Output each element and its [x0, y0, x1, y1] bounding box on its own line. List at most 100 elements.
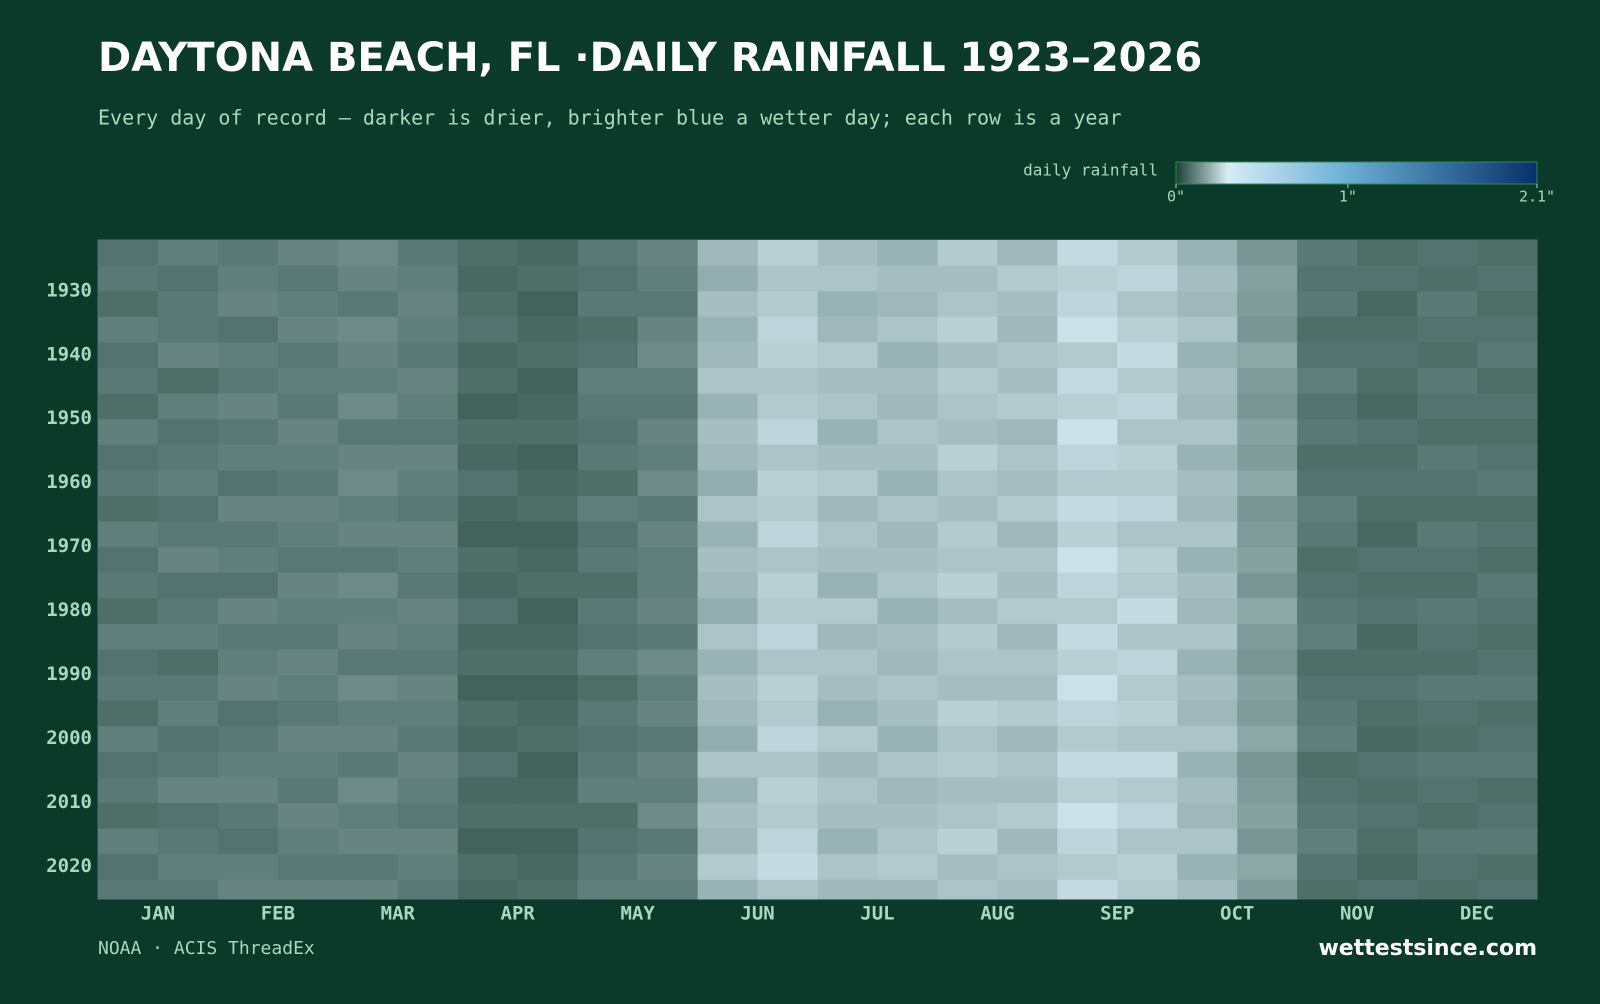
cell	[1177, 393, 1238, 420]
cell	[517, 598, 579, 625]
cell	[937, 444, 998, 471]
cell	[1057, 598, 1118, 625]
cell	[1417, 470, 1478, 497]
cell	[457, 240, 519, 267]
cell	[877, 649, 938, 676]
cell	[517, 879, 579, 900]
cell	[1297, 291, 1358, 318]
cell	[1177, 700, 1238, 727]
cell	[277, 700, 339, 727]
cell	[157, 291, 219, 318]
cell	[397, 649, 459, 676]
y-tick-label: 1970	[46, 535, 92, 557]
cell	[397, 854, 459, 881]
cell	[937, 521, 998, 548]
cell	[877, 726, 938, 753]
cell	[997, 444, 1058, 471]
cell	[757, 316, 818, 343]
cell	[1057, 675, 1118, 702]
cell	[517, 777, 579, 804]
cell	[937, 495, 998, 523]
cell	[637, 495, 699, 523]
cell	[1477, 649, 1538, 676]
cell	[1297, 726, 1358, 753]
cell	[1417, 623, 1478, 650]
cell	[277, 777, 339, 804]
cell	[577, 342, 639, 369]
cell	[757, 470, 818, 497]
cell	[877, 240, 938, 267]
y-tick-label: 1980	[46, 599, 92, 621]
cell	[1177, 623, 1238, 650]
cell	[1057, 803, 1118, 830]
cell	[157, 828, 219, 855]
cell	[697, 675, 759, 702]
cell	[1117, 393, 1178, 420]
cell	[397, 470, 459, 497]
cell	[997, 495, 1058, 523]
cell	[637, 675, 699, 702]
cell	[1057, 495, 1118, 523]
cell	[1117, 470, 1178, 497]
cell	[577, 521, 639, 548]
cell	[277, 854, 339, 881]
cell	[1357, 803, 1418, 830]
cell	[337, 316, 399, 343]
cell	[217, 240, 279, 267]
cell	[1117, 675, 1178, 702]
cell	[1057, 879, 1118, 900]
cell	[157, 649, 219, 676]
cell	[937, 854, 998, 881]
cell	[217, 675, 279, 702]
cell	[277, 470, 339, 497]
cell	[997, 419, 1058, 446]
cell	[1237, 598, 1298, 625]
cell	[577, 777, 639, 804]
cell	[337, 419, 399, 446]
cell	[937, 675, 998, 702]
cell	[517, 240, 579, 267]
cell	[697, 751, 759, 778]
cell	[1057, 393, 1118, 420]
cell	[1057, 419, 1118, 446]
cell	[577, 240, 639, 267]
cell	[157, 777, 219, 804]
cell	[1417, 265, 1478, 292]
cell	[457, 623, 519, 650]
cell	[877, 265, 938, 292]
cell	[1417, 879, 1478, 900]
cell	[997, 342, 1058, 369]
cell	[1057, 291, 1118, 318]
cell	[877, 751, 938, 778]
cell	[997, 854, 1058, 881]
cell	[757, 726, 818, 753]
cell	[1177, 291, 1238, 318]
cell	[1237, 265, 1298, 292]
cell	[637, 393, 699, 420]
cell	[1177, 854, 1238, 881]
cell	[1477, 547, 1538, 574]
cell	[397, 495, 459, 523]
cell	[1177, 265, 1238, 292]
cell	[217, 649, 279, 676]
cell	[1477, 342, 1538, 369]
cell	[397, 547, 459, 574]
cell	[1357, 240, 1418, 267]
cell	[217, 444, 279, 471]
cell	[98, 751, 159, 778]
cell	[757, 700, 818, 727]
cell	[577, 828, 639, 855]
cell	[277, 751, 339, 778]
cell	[1357, 700, 1418, 727]
cell	[817, 726, 878, 753]
cell	[1297, 854, 1358, 881]
cell	[457, 521, 519, 548]
cell	[98, 342, 159, 369]
cell	[517, 675, 579, 702]
cell	[1117, 649, 1178, 676]
cell	[337, 521, 399, 548]
cell	[1117, 700, 1178, 727]
cell	[817, 623, 878, 650]
cell	[937, 240, 998, 267]
cell	[157, 598, 219, 625]
